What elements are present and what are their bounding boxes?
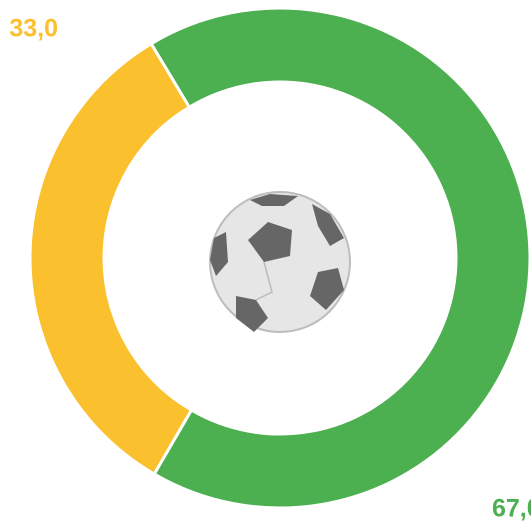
soccer-ball [209,191,351,333]
donut-segment [28,41,194,477]
data-label: 33,0 [9,15,58,43]
donut-segment [149,6,531,510]
data-label: 67,0 [492,495,531,523]
